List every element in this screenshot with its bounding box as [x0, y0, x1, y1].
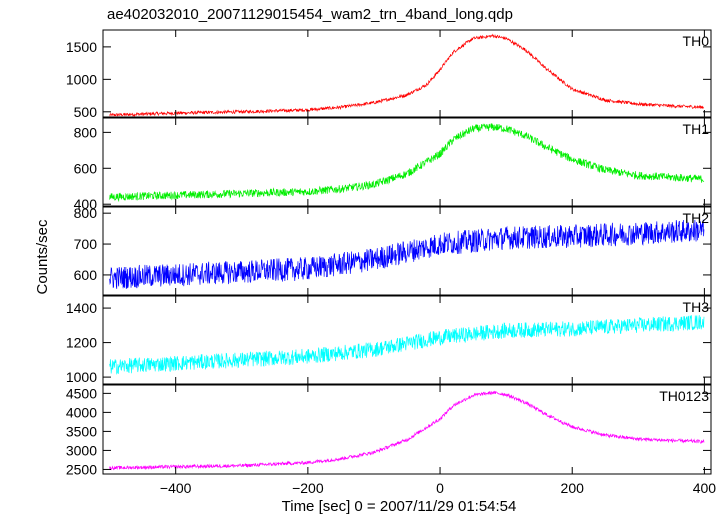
y-tick-label: 500 [74, 104, 98, 120]
x-tick-label: 400 [693, 480, 717, 496]
y-tick-label: 800 [74, 124, 98, 140]
y-tick-label: 1000 [66, 71, 97, 87]
panel-frame-th1 [102, 117, 712, 207]
panel-th2: 600 700 800 TH2 [74, 205, 712, 296]
y-tick-label: 1000 [66, 369, 97, 385]
x-axis-label: Time [sec] 0 = 2007/11/29 01:54:54 [282, 498, 517, 515]
y-tick-label: 700 [74, 236, 98, 252]
y-tick-label: 3000 [66, 442, 97, 458]
series-line-th2 [109, 219, 705, 289]
series-name-th0123: TH0123 [659, 388, 709, 404]
panel-th1: 400 600 800 TH1 [74, 117, 712, 212]
series-name-th2: TH2 [683, 210, 710, 226]
panel-frame-th0 [102, 29, 712, 118]
panel-frame-th0123 [102, 384, 712, 475]
chart-title: ae402032010_20071129015454_wam2_trn_4ban… [107, 6, 513, 23]
y-tick-label: 600 [74, 160, 98, 176]
panel-th3: 1000 1200 1400 TH3 [66, 295, 712, 385]
x-tick-label: 0 [436, 480, 444, 496]
y-tick-label: 4500 [66, 385, 97, 401]
series-line-th0 [109, 33, 705, 118]
y-tick-label: 1400 [66, 300, 97, 316]
panel-th0: 500 1000 1500 TH0 [66, 29, 712, 120]
y-tick-label: 2500 [66, 461, 97, 477]
y-tick-label: 1500 [66, 39, 97, 55]
panel-th0123: 2500 3000 3500 4000 4500 TH0123 [66, 384, 712, 477]
x-tick-label: −400 [160, 480, 192, 496]
series-line-th3 [109, 315, 705, 375]
y-tick-label: 600 [74, 267, 98, 283]
series-name-th1: TH1 [683, 121, 710, 137]
panels-group: 500 1000 1500 TH0 400 600 800 TH1 600 700 800 TH2 10… [66, 29, 717, 496]
series-line-th1 [109, 123, 705, 203]
y-tick-label: 3500 [66, 423, 97, 439]
y-axis-label: Counts/sec [34, 219, 51, 295]
y-tick-label: 4000 [66, 404, 97, 420]
panel-frame-th3 [102, 295, 712, 385]
series-name-th0: TH0 [683, 33, 710, 49]
x-tick-label: −200 [292, 480, 324, 496]
series-name-th3: TH3 [683, 299, 710, 315]
x-tick-label: 200 [561, 480, 585, 496]
series-line-th0123 [109, 390, 705, 471]
y-tick-label: 800 [74, 205, 98, 221]
y-tick-label: 400 [74, 196, 98, 212]
panel-frame-th2 [102, 206, 712, 296]
y-tick-label: 1200 [66, 335, 97, 351]
